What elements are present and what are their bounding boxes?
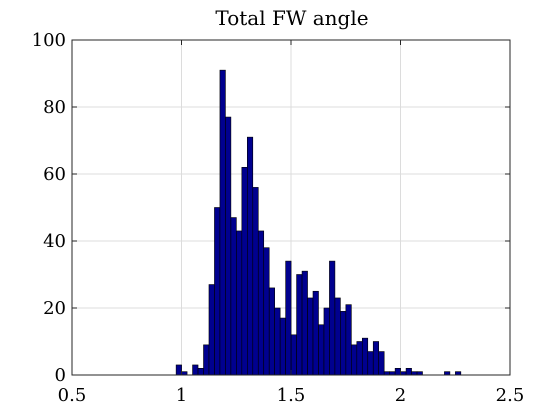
histogram-bar: [219, 69, 226, 376]
histogram-bar: [351, 344, 358, 376]
histogram-bar: [301, 270, 308, 376]
histogram-bar: [274, 307, 281, 376]
histogram-bar: [400, 371, 407, 376]
y-tick-label: 100: [32, 30, 66, 51]
histogram-bar: [197, 367, 204, 376]
histogram-bar: [192, 364, 199, 376]
histogram-bar: [455, 371, 462, 376]
histogram-bar: [214, 207, 221, 376]
histogram-bar: [263, 247, 270, 376]
histogram-bar: [203, 344, 210, 376]
histogram-bar: [411, 371, 418, 376]
histogram-bar: [252, 187, 259, 376]
histogram-bars: [175, 69, 462, 376]
histogram-bar: [389, 371, 396, 376]
x-tick-label: 2.5: [496, 385, 525, 406]
x-tick-label: 0.5: [58, 385, 87, 406]
histogram-bar: [208, 284, 215, 376]
histogram-bar: [225, 116, 232, 376]
y-tick-label: 20: [43, 298, 66, 319]
histogram-bar: [257, 230, 265, 376]
histogram-bar: [307, 297, 314, 376]
chart-title: Total FW angle: [215, 6, 368, 30]
histogram-bar: [367, 351, 374, 376]
histogram-bar: [340, 311, 347, 376]
tick-marks: [71, 39, 511, 376]
y-tick-label: 40: [43, 231, 66, 252]
x-tick-label: 1.5: [277, 385, 306, 406]
histogram-bar: [175, 364, 182, 376]
histogram-bar: [356, 341, 363, 376]
x-tick-label: 1: [176, 385, 187, 406]
histogram-bar: [268, 287, 275, 376]
histogram-bar: [296, 274, 303, 376]
histogram-bar: [290, 334, 297, 376]
histogram-bar: [444, 371, 451, 376]
histogram-bar: [181, 371, 188, 376]
histogram-bar: [345, 304, 352, 376]
x-tick-labels: 0.5 1 1.5 2 2.5: [58, 385, 525, 406]
histogram-bar: [334, 297, 341, 376]
histogram-bar: [372, 341, 380, 376]
histogram-bar: [405, 367, 412, 376]
histogram-bar: [312, 290, 319, 376]
histogram-bar: [329, 260, 336, 376]
histogram-bar: [361, 337, 369, 376]
y-tick-labels: 0 20 40 60 80 100: [32, 30, 66, 386]
histogram-bar: [383, 371, 390, 376]
histogram-bar: [285, 260, 292, 376]
x-tick-label: 2: [395, 385, 406, 406]
histogram-bar: [236, 230, 243, 376]
histogram-bar: [378, 351, 385, 376]
histogram-bar: [247, 136, 254, 376]
y-tick-label: 80: [43, 97, 66, 118]
histogram-bar: [241, 167, 248, 376]
histogram-bar: [416, 371, 423, 376]
y-tick-label: 0: [55, 365, 66, 386]
histogram-bar: [394, 367, 401, 376]
histogram-bar: [230, 217, 237, 376]
histogram-bar: [318, 324, 325, 376]
histogram-bar: [279, 317, 286, 376]
histogram-bar: [323, 307, 330, 376]
y-tick-label: 60: [43, 164, 66, 185]
